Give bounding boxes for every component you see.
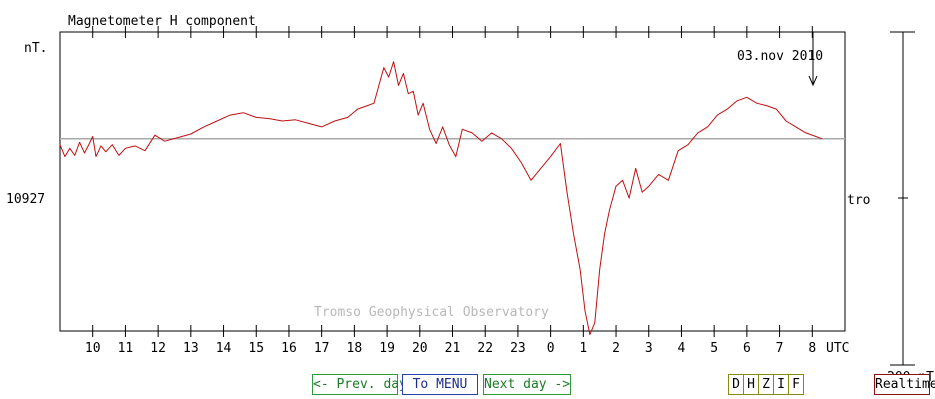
x-tick-label: 5 (710, 341, 718, 356)
to-menu-button[interactable]: To MENU (402, 374, 478, 395)
x-tick-label: 14 (216, 341, 232, 356)
x-tick-label: 21 (445, 341, 461, 356)
date-label: 03.nov 2010 (737, 49, 823, 64)
x-tick-label: 12 (150, 341, 166, 356)
x-tick-label: 17 (314, 341, 330, 356)
x-tick-label: 7 (776, 341, 784, 356)
x-tick-label: 22 (477, 341, 493, 356)
scale-bar (890, 31, 915, 366)
x-tick-label: 6 (743, 341, 751, 356)
realtime-button[interactable]: Realtime (874, 374, 935, 395)
x-tick-label: 3 (645, 341, 653, 356)
x-tick-label: 20 (412, 341, 428, 356)
x-tick-label: 1 (579, 341, 587, 356)
x-tick-label: 18 (347, 341, 363, 356)
next-day-button[interactable]: Next day -> (483, 374, 571, 395)
prev-day-button[interactable]: <- Prev. day (312, 374, 407, 395)
x-axis-utc-label: UTC (826, 341, 849, 356)
date-arrow-icon (808, 32, 818, 87)
component-f-button[interactable]: F (788, 374, 804, 395)
station-label: tro (847, 193, 870, 208)
chart-title: Magnetometer H component (68, 14, 256, 29)
component-d-button[interactable]: D (728, 374, 744, 395)
baseline-value-label: 10927 (6, 192, 45, 207)
x-tick-label: 4 (678, 341, 686, 356)
x-tick-label: 10 (85, 341, 101, 356)
x-tick-label: 15 (248, 341, 264, 356)
x-tick-label: 11 (118, 341, 134, 356)
component-i-button[interactable]: I (773, 374, 789, 395)
x-tick-label: 16 (281, 341, 297, 356)
x-tick-label: 19 (379, 341, 395, 356)
component-z-button[interactable]: Z (758, 374, 774, 395)
x-tick-label: 0 (547, 341, 555, 356)
plot-frame (59, 31, 846, 332)
watermark-text: Tromso Geophysical Observatory (314, 305, 549, 320)
component-h-button[interactable]: H (743, 374, 759, 395)
h-component-trace (59, 61, 823, 336)
x-tick-label: 8 (808, 341, 816, 356)
y-unit-label: nT. (24, 41, 47, 56)
x-tick-label: 2 (612, 341, 620, 356)
x-tick-label: 13 (183, 341, 199, 356)
x-tick-label: 23 (510, 341, 526, 356)
